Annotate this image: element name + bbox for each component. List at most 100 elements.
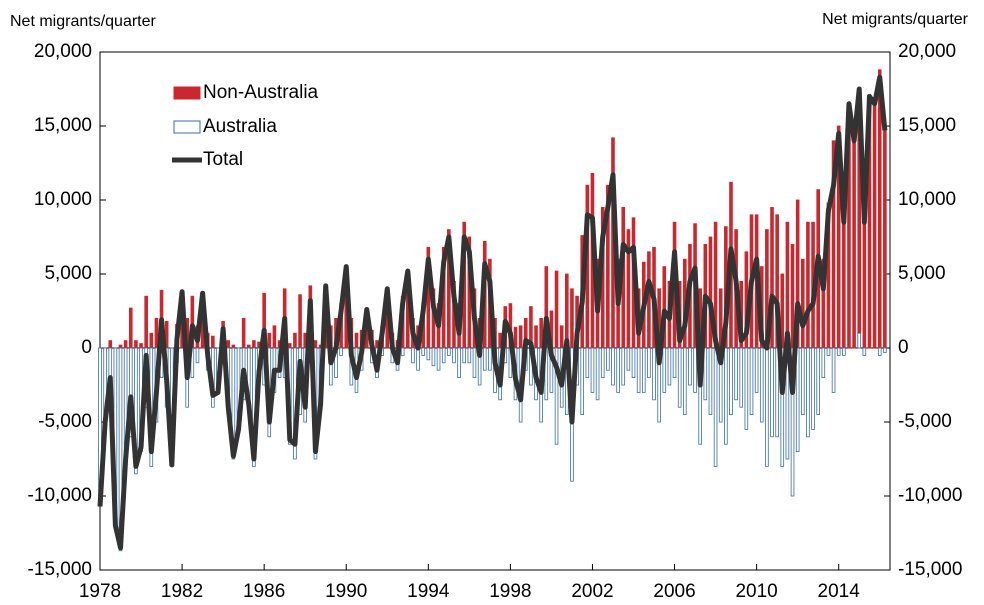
x-tick-label: 1990	[325, 581, 367, 602]
non-australia-bar	[246, 344, 251, 349]
australia-bar	[595, 347, 600, 401]
australia-bar	[842, 347, 846, 356]
australia-bar	[806, 347, 810, 438]
x-tick-label: 1978	[79, 581, 121, 602]
non-australia-bar	[313, 340, 318, 349]
australia-bar	[683, 347, 687, 415]
australia-bar	[883, 347, 887, 353]
non-australia-bar	[565, 273, 569, 349]
y-axis-title: Net migrants/quarter	[10, 13, 157, 30]
australia-bar	[606, 347, 610, 371]
australia-bar	[472, 347, 477, 379]
australia-bar	[585, 347, 590, 379]
australia-bar	[482, 347, 487, 371]
australia-bar	[729, 347, 733, 415]
australia-bar	[636, 347, 641, 393]
y2-axis-title: Net migrants/quarter	[822, 11, 969, 28]
australia-bar	[724, 347, 728, 445]
non-australia-bar	[354, 332, 359, 349]
australia-bar	[441, 347, 446, 364]
plot-frame	[99, 51, 891, 571]
australia-bar	[128, 347, 133, 438]
non-australia-bar	[554, 270, 559, 349]
australia-bar	[754, 347, 759, 393]
australia-bar	[457, 347, 461, 379]
y-tick-label: 5,000	[44, 263, 92, 284]
y-tick-label: -15,000	[28, 559, 92, 580]
australia-bar	[641, 347, 646, 393]
non-australia-bar	[513, 326, 518, 349]
australia-bar	[765, 347, 769, 467]
australia-bar	[590, 347, 595, 393]
australia-bar	[693, 347, 697, 393]
non-australia-bar	[298, 294, 302, 349]
non-australia-bar	[267, 332, 272, 349]
australia-bar	[411, 347, 415, 364]
legend-swatch	[173, 120, 201, 134]
x-tick-label: 2002	[571, 581, 613, 602]
y2-tick-label: 5,000	[898, 263, 946, 284]
non-australia-bar	[226, 340, 231, 349]
australia-bar	[462, 347, 467, 364]
australia-bar	[821, 347, 826, 379]
australia-bar	[795, 347, 800, 452]
australia-bar	[611, 347, 615, 386]
australia-bar	[467, 347, 472, 364]
australia-bar	[488, 347, 492, 371]
australia-bar	[118, 347, 123, 552]
non-australia-bar	[134, 340, 138, 349]
x-tick-label: 2010	[735, 581, 777, 602]
australia-bar	[800, 347, 805, 415]
australia-bar	[734, 347, 738, 401]
non-australia-bar	[108, 340, 113, 349]
non-australia-bar	[128, 307, 133, 349]
non-australia-bar	[883, 125, 887, 349]
legend-swatch	[173, 86, 201, 100]
australia-bar	[703, 347, 708, 401]
australia-bar	[426, 347, 431, 361]
non-australia-bar	[211, 335, 215, 349]
australia-bar	[421, 347, 425, 356]
australia-bar	[662, 347, 667, 393]
australia-bar	[134, 347, 138, 475]
non-australia-bar	[241, 317, 246, 349]
australia-bar	[811, 347, 815, 430]
australia-bar	[195, 347, 200, 364]
x-tick-label: 1994	[407, 581, 450, 602]
australia-bar	[862, 347, 867, 356]
non-australia-bar	[252, 340, 256, 349]
australia-bar	[708, 347, 713, 415]
non-australia-bar	[518, 325, 523, 349]
legend-label: Non-Australia	[203, 82, 319, 103]
australia-bar	[431, 347, 436, 367]
non-australia-bar	[144, 295, 148, 349]
australia-bar	[554, 347, 559, 445]
non-australia-bar	[272, 325, 277, 349]
australia-bar	[447, 347, 451, 356]
australia-bar	[857, 332, 862, 349]
australia-bar	[667, 347, 672, 386]
non-australia-bar	[231, 344, 236, 349]
x-tick-label: 1982	[161, 581, 203, 602]
non-australia-bar	[293, 332, 297, 349]
australia-bar	[826, 347, 831, 356]
y-tick-label: -5,000	[38, 411, 92, 432]
australia-bar	[816, 347, 820, 415]
australia-bar	[231, 347, 236, 460]
australia-bar	[626, 347, 631, 371]
australia-bar	[775, 347, 779, 438]
y-tick-label: 15,000	[34, 115, 92, 136]
legend-label: Australia	[203, 116, 277, 137]
australia-bar	[749, 347, 754, 415]
australia-bar	[400, 347, 405, 356]
x-tick-label: 1998	[489, 581, 531, 602]
non-australia-bar	[149, 332, 154, 349]
non-australia-bar	[842, 214, 846, 349]
australia-bar	[831, 347, 836, 393]
non-australia-bar	[288, 343, 292, 349]
australia-bar	[339, 347, 343, 356]
y2-tick-label: 15,000	[898, 115, 956, 136]
australia-bar	[580, 347, 585, 415]
y2-tick-label: -10,000	[898, 485, 962, 506]
